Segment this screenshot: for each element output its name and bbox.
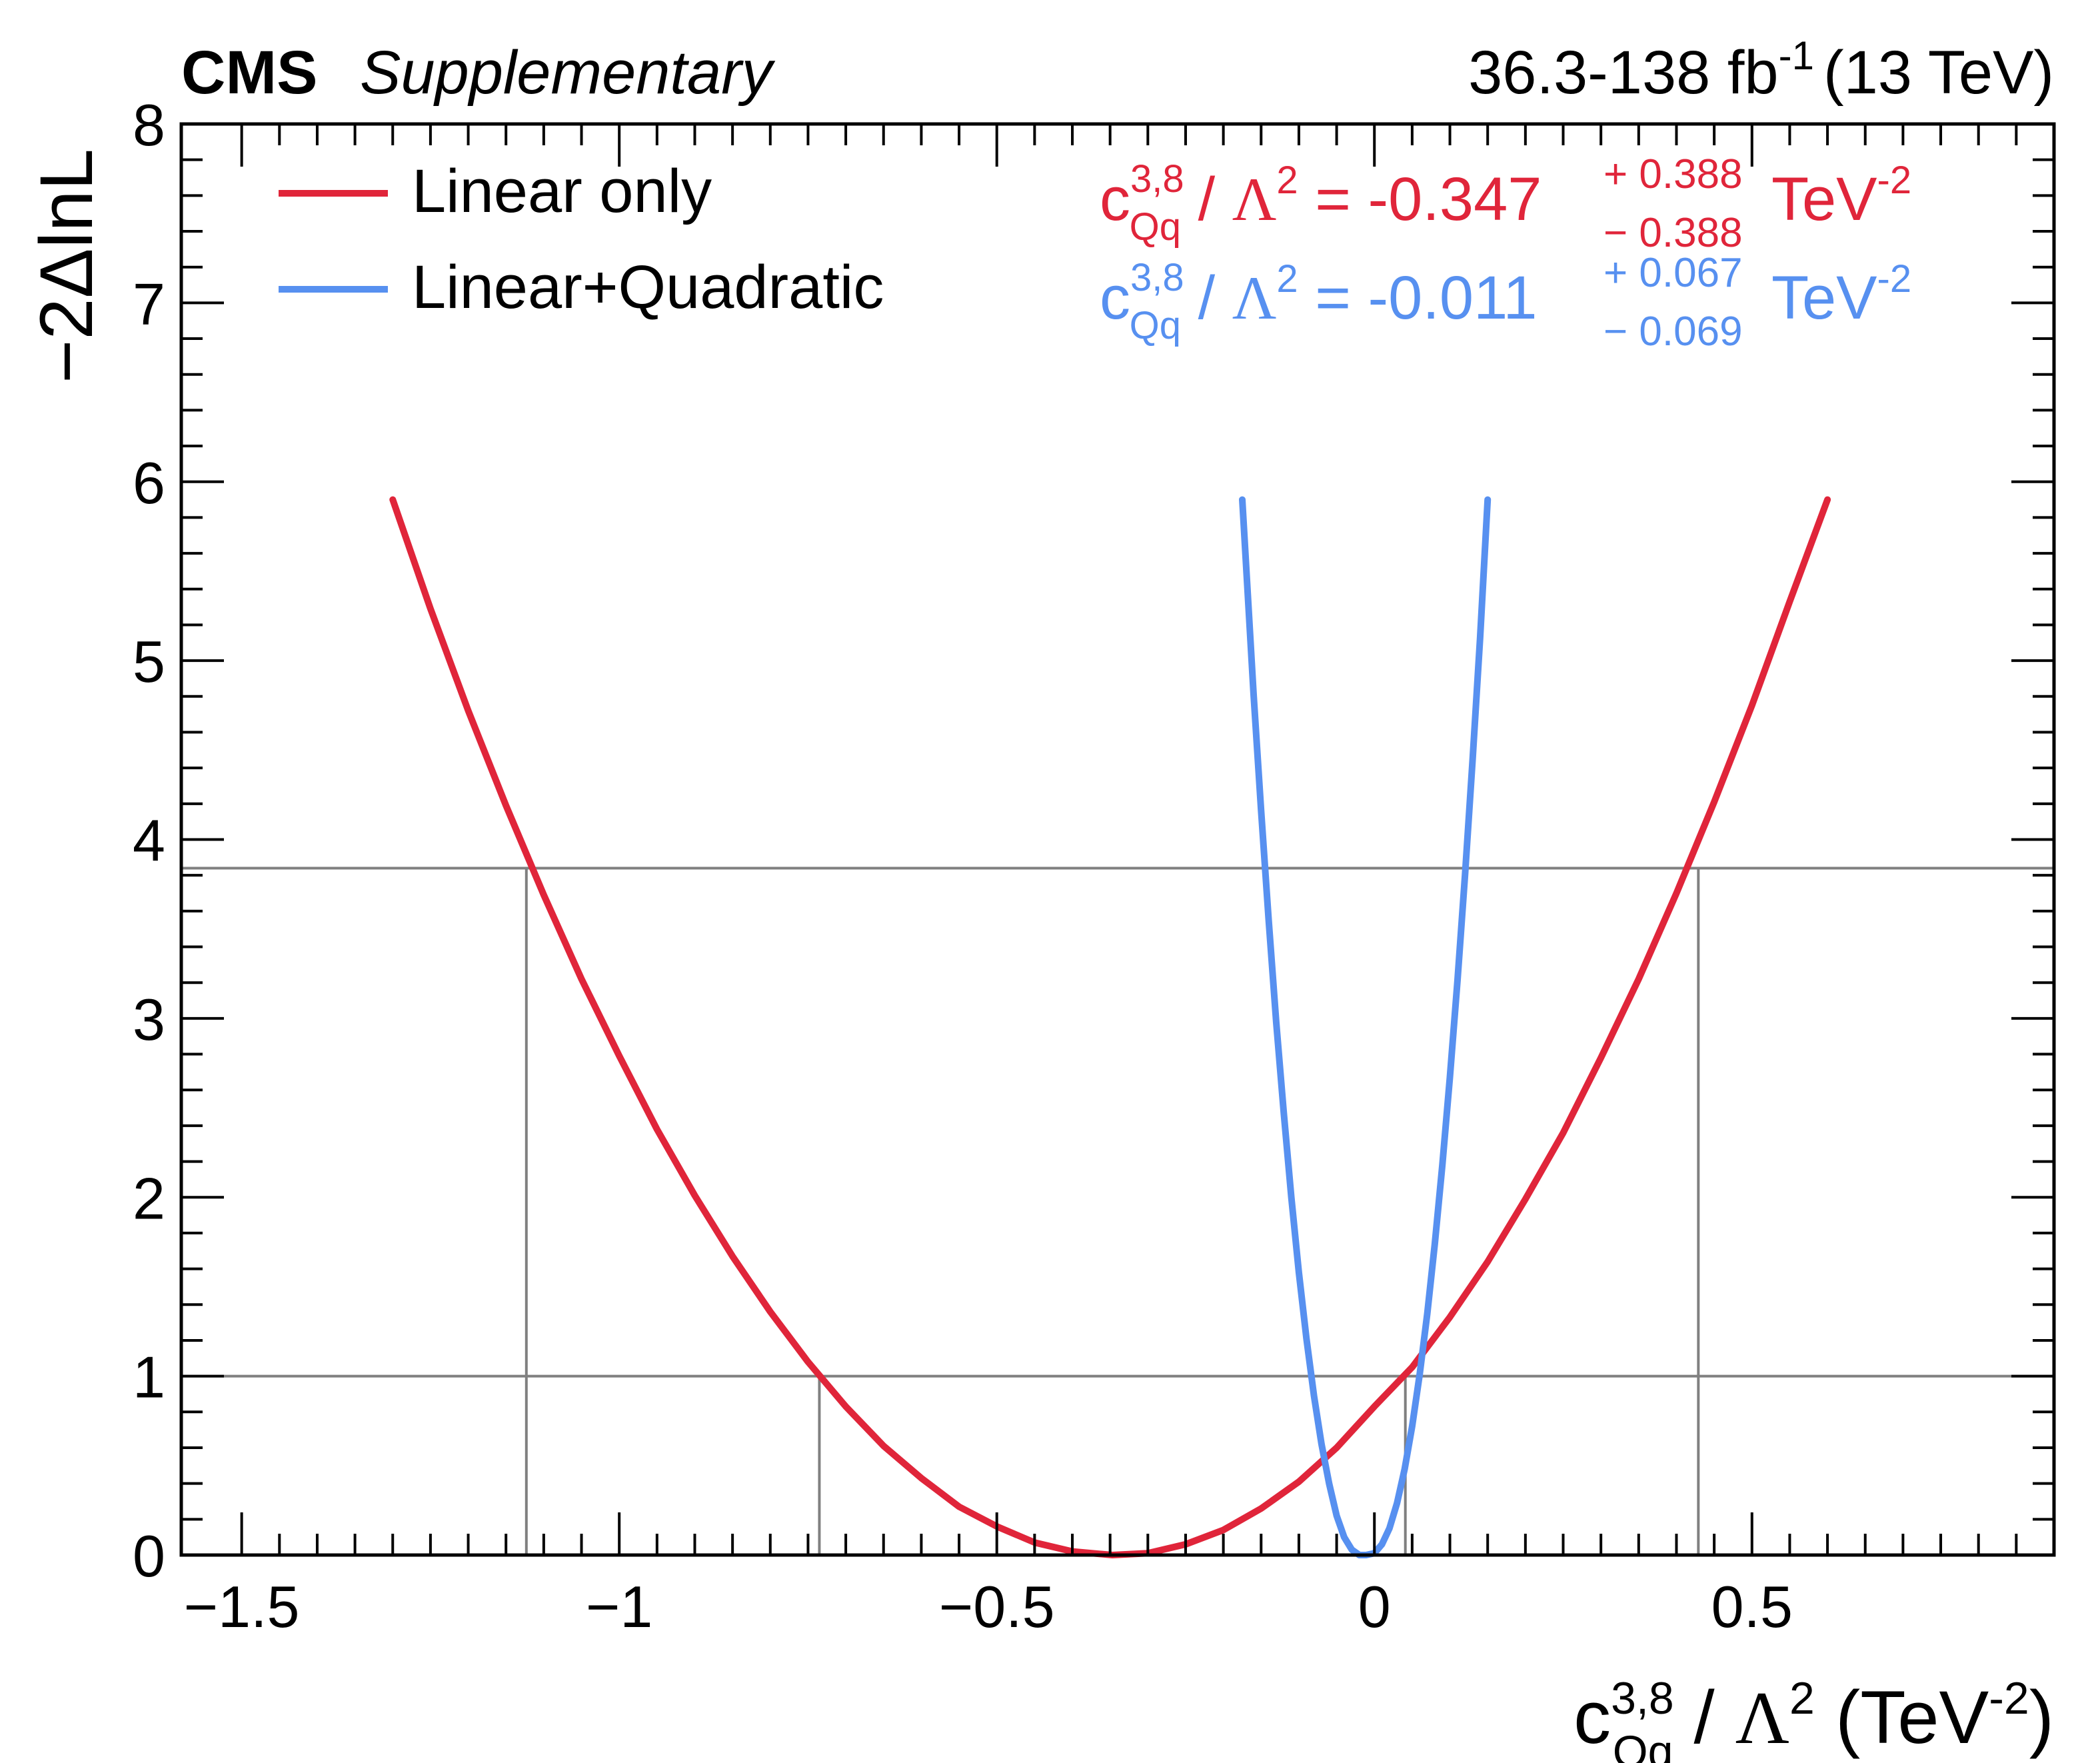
x-axis-label-subscript: Qq — [1613, 1726, 1673, 1763]
fit-result-quadratic-unit: TeV-2 — [1771, 257, 1911, 332]
x-tick-label: 0 — [1358, 1574, 1391, 1640]
y-tick-label: 0 — [133, 1523, 165, 1589]
fit-result-linear-err-up: + 0.388 — [1603, 151, 1743, 197]
lumi-label: 36.3-138 fb-1 (13 TeV) — [1468, 33, 2054, 107]
fit-result-linear-lhs: c3,8 Qq / Λ2 = -0.347 — [1100, 157, 1542, 249]
y-tick-label: 2 — [133, 1165, 165, 1231]
fit-result-linear-err-down: − 0.388 — [1603, 210, 1743, 256]
y-tick-label: 6 — [133, 450, 165, 516]
y-axis-label: −2ΔlnL — [25, 149, 108, 383]
y-tick-label: 7 — [133, 271, 165, 337]
lumi-exponent: -1 — [1779, 33, 1814, 78]
y-tick-label: 3 — [133, 986, 165, 1052]
x-axis-label: c3,8 Qq / Λ2 (TeV-2) — [1574, 1673, 2054, 1763]
x-tick-label: −1.5 — [184, 1574, 300, 1640]
legend-label-linear: Linear only — [412, 157, 712, 225]
y-tick-label: 5 — [133, 629, 165, 695]
fit-result-linear: c3,8 Qq / Λ2 = -0.347 + 0.388 − 0.388 TeV… — [1100, 151, 1911, 256]
y-tick-label: 4 — [133, 808, 165, 874]
likelihood-curves — [389, 496, 1831, 1558]
fit-result-linear-unit: TeV-2 — [1771, 159, 1911, 233]
y-tick-label: 1 — [133, 1344, 165, 1410]
reference-lines — [181, 867, 2054, 1555]
plot-frame — [179, 122, 2056, 1557]
linear-quadratic-curve — [1239, 496, 1492, 1558]
fit-result-quadratic-lhs: c3,8 Qq / Λ2 = -0.011 — [1100, 256, 1538, 347]
linear-only-curve — [389, 496, 1831, 1558]
supplementary-label: Supplementary — [360, 39, 776, 107]
x-tick-label: 0.5 — [1711, 1574, 1793, 1640]
fit-result-quadratic-err-up: + 0.067 — [1603, 250, 1743, 296]
fit-result-quadratic-err-down: − 0.069 — [1603, 309, 1743, 355]
axis-tick-labels: −1.5 −1 −0.5 0 0.5 0 1 2 3 4 5 6 7 8 — [133, 92, 1793, 1640]
axis-ticks — [181, 123, 2055, 1556]
y-tick-label: 8 — [133, 92, 165, 158]
legend-label-quadratic: Linear+Quadratic — [412, 253, 884, 321]
x-tick-label: −0.5 — [939, 1574, 1055, 1640]
legend: Linear only Linear+Quadratic — [279, 157, 884, 321]
fit-result-quadratic: c3,8 Qq / Λ2 = -0.011 + 0.067 − 0.069 TeV… — [1100, 250, 1911, 355]
x-tick-label: −1 — [586, 1574, 652, 1640]
experiment-label: CMS — [181, 39, 317, 107]
x-axis-label-superscript: 3,8 — [1611, 1673, 1674, 1724]
